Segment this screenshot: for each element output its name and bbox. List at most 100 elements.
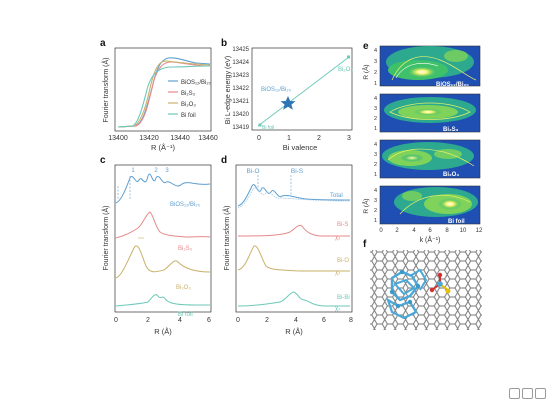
a-legend-bi2s3: Bi₂S₃ xyxy=(181,91,196,97)
e-map-bifoil: Bi foil xyxy=(379,185,481,225)
b-ytick: 13420 xyxy=(232,112,249,118)
panel-f-letter: f xyxy=(363,239,367,250)
panel-d: d Bi-O Bi-S Total Bi-S χ₂ Bi-O χ₂ Bi-Bi … xyxy=(221,155,353,336)
panel-a-letter: a xyxy=(100,38,106,49)
d-chi: χ₂ xyxy=(335,306,341,312)
e-xtick: 12 xyxy=(476,228,483,234)
panel-e-yticks: 4 3 2 1 4 3 2 1 4 3 2 1 4 3 2 1 xyxy=(374,48,377,224)
d-label-bio: Bi-O xyxy=(337,258,349,264)
c-curve-bi2o3 xyxy=(115,245,211,279)
watermark-square-icon xyxy=(522,388,533,399)
a-xlabel: R (Å⁻¹) xyxy=(151,143,175,152)
b-ytick: 13425 xyxy=(232,47,249,53)
d-curve-bis xyxy=(237,225,350,237)
d-label-bibi: Bi-Bi xyxy=(337,295,350,301)
e-ytick: 4 xyxy=(374,96,377,102)
f-bi-cluster xyxy=(386,268,428,320)
panel-b-yticks: 13425 13424 13423 13422 13421 13420 1341… xyxy=(232,47,249,131)
panel-c: c 1 2 3 BiOS₁₂/Bi₂₀ Bi₂S₃ Bi₂O₃ Bi foil … xyxy=(100,155,212,336)
b-star-bios xyxy=(280,96,296,110)
e-xlabel: k (Å⁻¹) xyxy=(420,235,441,244)
e-label-bi2o3: Bi₂O₃ xyxy=(443,172,459,178)
b-ytick: 13423 xyxy=(232,73,249,79)
b-ytick: 13421 xyxy=(232,99,249,105)
d-chi: χ₂ xyxy=(335,270,341,276)
d-label-bis: Bi-S xyxy=(337,222,348,228)
e-map-bi2o3: Bi₂O₃ xyxy=(379,139,481,179)
c-xtick: 0 xyxy=(114,317,118,324)
e-xtick: 8 xyxy=(445,228,449,234)
b-fit-line xyxy=(257,56,350,127)
panel-b: b 13425 13424 13423 13422 13421 13420 13… xyxy=(221,38,353,152)
e-ytick: 2 xyxy=(374,208,377,214)
c-curve-bios xyxy=(115,173,211,204)
e-ytick: 1 xyxy=(374,81,377,87)
b-xtick: 0 xyxy=(257,135,261,142)
b-point-bi2o3 xyxy=(347,55,350,59)
e-ytick: 1 xyxy=(374,126,377,132)
b-xtick: 1 xyxy=(287,135,291,142)
watermark-icons xyxy=(509,388,546,399)
e-ylabel: R (Å) xyxy=(361,198,370,213)
panel-e-letter: e xyxy=(363,41,369,52)
b-point-bifoil xyxy=(258,123,262,127)
d-curve-bio xyxy=(237,245,350,272)
c-label-bios: BiOS₁₂/Bi₂₀ xyxy=(170,202,201,208)
c-label-bifoil: Bi foil xyxy=(178,312,193,318)
e-label-bios: BiOS₁₂/Bi₂₀ xyxy=(436,82,469,88)
c-xlabel: R (Å) xyxy=(154,327,172,336)
d-chi: χ₂ xyxy=(335,235,341,241)
a-curve-bios xyxy=(117,57,211,128)
d-peak-bio: Bi-O xyxy=(247,168,260,175)
f-o-atom xyxy=(437,272,443,278)
b-label-bios: BiOS₁₂/Bi₂₀ xyxy=(261,87,292,93)
a-xtick: 13420 xyxy=(139,135,159,142)
b-label-bifoil: Bi foil xyxy=(262,125,274,131)
panel-a-legend: BiOS₁₂/Bi₂₀ Bi₂S₃ Bi₂O₃ Bi foil xyxy=(168,80,212,119)
b-xtick: 2 xyxy=(317,135,321,142)
panel-e: e BiOS₁₂/Bi₂₀ Bi₂S₃ xyxy=(361,41,483,244)
e-ytick: 4 xyxy=(374,188,377,194)
e-ytick: 2 xyxy=(374,162,377,168)
d-xtick: 8 xyxy=(349,317,353,324)
panel-c-xticks: 0 2 4 6 xyxy=(114,317,211,324)
c-peak-3: 3 xyxy=(165,168,169,174)
panel-c-letter: c xyxy=(100,155,106,166)
f-s-atom xyxy=(445,288,451,294)
panel-f: f xyxy=(363,239,482,330)
e-label-bifoil: Bi foil xyxy=(448,219,465,225)
d-xtick: 2 xyxy=(265,317,269,324)
d-xtick: 4 xyxy=(294,317,298,324)
a-legend-bifoil: Bi foil xyxy=(181,113,196,119)
e-map-bi2s3: Bi₂S₃ xyxy=(379,93,481,133)
a-xtick: 13460 xyxy=(198,135,218,142)
panel-d-frame xyxy=(235,164,353,313)
a-curve-bifoil xyxy=(117,65,211,128)
a-curve-bi2s3 xyxy=(117,61,211,128)
b-xlabel: Bi valence xyxy=(283,143,318,152)
e-map-bios: BiOS₁₂/Bi₂₀ xyxy=(379,45,481,88)
c-dash xyxy=(117,176,131,200)
panel-d-letter: d xyxy=(221,155,227,166)
watermark-square-icon xyxy=(509,388,520,399)
d-xtick: 6 xyxy=(322,317,326,324)
a-xtick: 13440 xyxy=(170,135,190,142)
a-xtick: 13400 xyxy=(108,135,128,142)
c-xtick: 2 xyxy=(146,317,150,324)
c-label-bi2s3: Bi₂S₃ xyxy=(178,246,193,252)
e-ytick: 2 xyxy=(374,116,377,122)
watermark-square-icon xyxy=(535,388,546,399)
c-label-bi2o3: Bi₂O₃ xyxy=(176,285,191,291)
d-ylabel: Fourier transform (Å) xyxy=(222,206,231,271)
e-ytick: 3 xyxy=(374,152,377,158)
b-ytick: 13419 xyxy=(232,125,249,131)
a-ylabel: Fourier transform (Å) xyxy=(101,58,110,123)
panel-d-xticks: 0 2 4 6 8 xyxy=(236,317,353,324)
e-ytick: 4 xyxy=(374,48,377,54)
d-curve-total xyxy=(237,184,351,207)
panel-b-letter: b xyxy=(221,38,227,49)
e-xtick: 6 xyxy=(428,228,432,234)
d-peak-bis: Bi-S xyxy=(291,168,304,175)
e-label-bi2s3: Bi₂S₃ xyxy=(443,127,459,133)
